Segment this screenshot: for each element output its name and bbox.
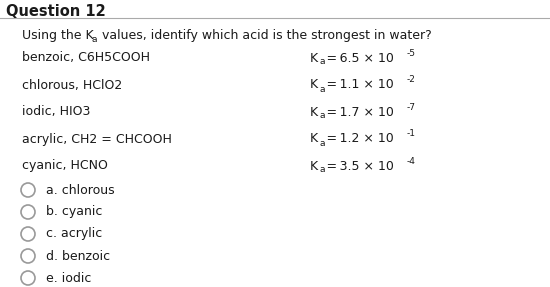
Text: = 1.2 × 10: = 1.2 × 10 — [324, 133, 394, 146]
Text: b. cyanic: b. cyanic — [46, 205, 102, 218]
Text: = 1.7 × 10: = 1.7 × 10 — [324, 106, 394, 119]
Text: K: K — [310, 160, 318, 172]
Text: = 1.1 × 10: = 1.1 × 10 — [324, 79, 394, 92]
Text: chlorous, HClO2: chlorous, HClO2 — [22, 79, 122, 92]
Text: -5: -5 — [407, 49, 416, 57]
Text: a: a — [319, 166, 324, 174]
Text: e. iodic: e. iodic — [46, 272, 91, 284]
Text: a: a — [319, 84, 324, 94]
Text: = 3.5 × 10: = 3.5 × 10 — [324, 160, 394, 172]
Text: K: K — [310, 51, 318, 65]
Text: a: a — [319, 139, 324, 148]
Text: K: K — [310, 79, 318, 92]
Text: cyanic, HCNO: cyanic, HCNO — [22, 160, 108, 172]
Text: K: K — [310, 133, 318, 146]
Text: a: a — [92, 34, 97, 44]
Text: acrylic, CH2 = CHCOOH: acrylic, CH2 = CHCOOH — [22, 133, 172, 146]
Text: a. chlorous: a. chlorous — [46, 183, 114, 197]
Text: values, identify which acid is the strongest in water?: values, identify which acid is the stron… — [98, 30, 432, 42]
Text: = 6.5 × 10: = 6.5 × 10 — [324, 51, 394, 65]
Text: -4: -4 — [407, 156, 416, 166]
Text: a: a — [319, 57, 324, 67]
Text: benzoic, C6H5COOH: benzoic, C6H5COOH — [22, 51, 150, 65]
Text: d. benzoic: d. benzoic — [46, 249, 110, 263]
Text: K: K — [310, 106, 318, 119]
Text: -7: -7 — [407, 102, 416, 112]
Text: -2: -2 — [407, 75, 416, 84]
Text: iodic, HIO3: iodic, HIO3 — [22, 106, 90, 119]
Text: Using the K: Using the K — [22, 30, 94, 42]
Text: c. acrylic: c. acrylic — [46, 228, 102, 241]
Text: a: a — [319, 112, 324, 121]
Text: Question 12: Question 12 — [6, 5, 106, 20]
Text: -1: -1 — [407, 129, 416, 139]
